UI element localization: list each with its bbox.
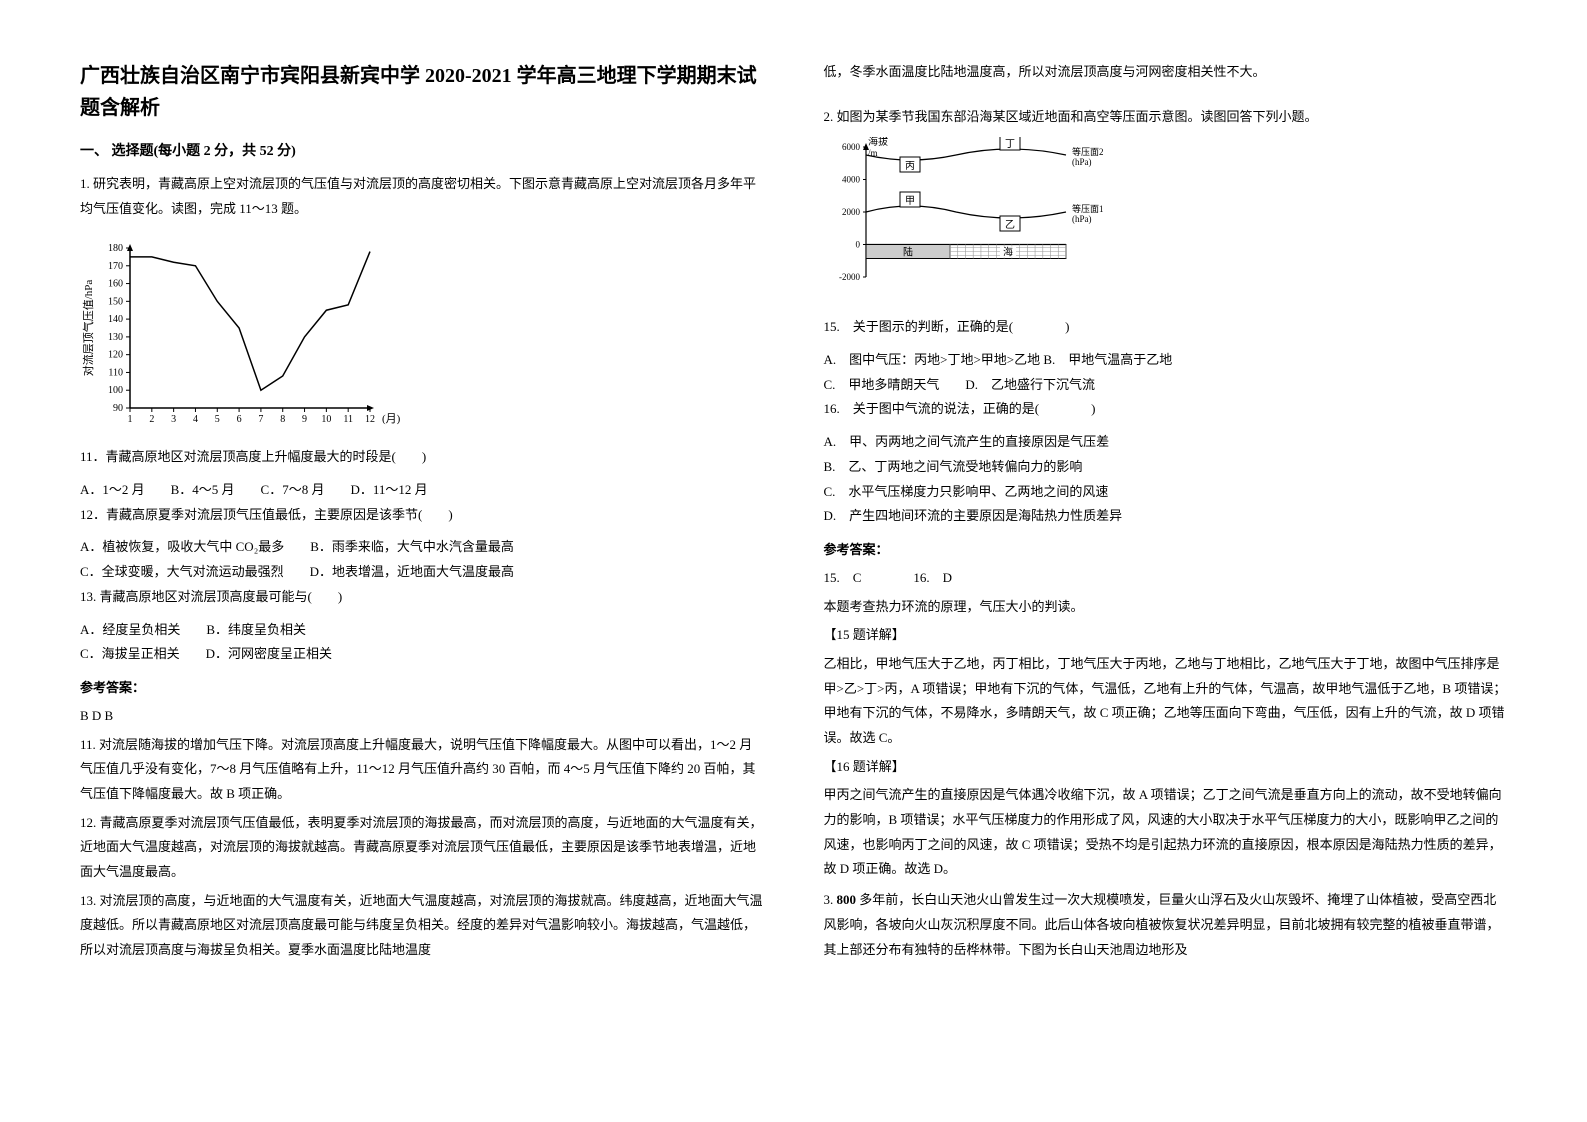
svg-text:2000: 2000 bbox=[842, 207, 861, 217]
q3-intro: 3. 800 多年前，长白山天池火山曾发生过一次大规模喷发，巨量火山浮石及火山灰… bbox=[824, 888, 1508, 962]
svg-text:海: 海 bbox=[1003, 246, 1013, 259]
exp13: 13. 对流层顶的高度，与近地面的大气温度有关，近地面大气温度越高，对流层顶的海… bbox=[80, 889, 764, 963]
svg-text:6: 6 bbox=[237, 414, 242, 425]
exp16-label: 【16 题详解】 bbox=[824, 755, 1508, 780]
svg-text:10: 10 bbox=[321, 414, 331, 425]
exp15-label: 【15 题详解】 bbox=[824, 623, 1508, 648]
q13-opt-b: C．海拔呈正相关 D．河网密度呈正相关 bbox=[80, 642, 764, 667]
svg-text:(月): (月) bbox=[382, 413, 400, 425]
exp15-text: 乙相比，甲地气压大于乙地，丙丁相比，丁地气压大于丙地，乙地与丁地相比，乙地气压大… bbox=[824, 656, 1507, 745]
svg-text:(hPa): (hPa) bbox=[1072, 214, 1092, 224]
svg-text:170: 170 bbox=[108, 261, 123, 272]
svg-text:9: 9 bbox=[302, 414, 307, 425]
svg-text:180: 180 bbox=[108, 243, 123, 254]
svg-text:4000: 4000 bbox=[842, 175, 861, 185]
exp11: 11. 对流层随海拔的增加气压下降。对流层顶高度上升幅度最大，说明气压值下降幅度… bbox=[80, 733, 764, 807]
svg-text:12: 12 bbox=[365, 414, 375, 425]
svg-text:11: 11 bbox=[343, 414, 353, 425]
svg-text:乙: 乙 bbox=[1005, 219, 1015, 231]
q16-opt-b: B. 乙、丁两地之间气流受地转偏向力的影响 bbox=[824, 455, 1508, 480]
q15-opt-b: C. 甲地多晴朗天气 D. 乙地盛行下沉气流 bbox=[824, 373, 1508, 398]
q16-opt-d: D. 产生四地间环流的主要原因是海陆热力性质差异 bbox=[824, 504, 1508, 529]
exp12: 12. 青藏高原夏季对流层顶气压值最低，表明夏季对流层顶的海拔最高，而对流层顶的… bbox=[80, 811, 764, 885]
svg-text:海拔: 海拔 bbox=[868, 137, 888, 148]
svg-text:8: 8 bbox=[280, 414, 285, 425]
left-column: 广西壮族自治区南宁市宾阳县新宾中学 2020-2021 学年高三地理下学期期末试… bbox=[80, 60, 764, 970]
svg-text:3: 3 bbox=[171, 414, 176, 425]
exp16: 甲丙之间气流产生的直接原因是气体遇冷收缩下沉，故 A 项错误；乙丁之间气流是垂直… bbox=[824, 783, 1508, 882]
svg-text:7: 7 bbox=[258, 414, 263, 425]
svg-text:甲: 甲 bbox=[905, 196, 915, 207]
q15-opt-a: A. 图中气压：丙地>丁地>甲地>乙地 B. 甲地气温高于乙地 bbox=[824, 348, 1508, 373]
right-column: 低，冬季水面温度比陆地温度高，所以对流层顶高度与河网密度相关性不大。 2. 如图… bbox=[824, 60, 1508, 970]
svg-text:等压面2: 等压面2 bbox=[1072, 146, 1104, 157]
svg-text:120: 120 bbox=[108, 350, 123, 361]
q3-leading: 3. bbox=[824, 892, 837, 907]
answer-1: B D B bbox=[80, 704, 764, 729]
answer-label-2: 参考答案： bbox=[824, 539, 1508, 558]
exp15: 乙相比，甲地气压大于乙地，丙丁相比，丁地气压大于丙地，乙地与丁地相比，乙地气压大… bbox=[824, 652, 1508, 751]
q12-opt-b: C．全球变暖，大气对流运动最强烈 D．地表增温，近地面大气温度最高 bbox=[80, 560, 764, 585]
svg-text:5: 5 bbox=[215, 414, 220, 425]
svg-text:等压面1: 等压面1 bbox=[1072, 203, 1104, 214]
q12-opt-a: A．植被恢复，吸收大气中 CO₂最多 B．雨季来临，大气中水汽含量最高 bbox=[80, 535, 764, 560]
svg-text:130: 130 bbox=[108, 332, 123, 343]
svg-text:2: 2 bbox=[149, 414, 154, 425]
q2-intro: 2. 如图为某季节我国东部沿海某区域近地面和高空等压面示意图。读图回答下列小题。 bbox=[824, 105, 1508, 130]
diagram2-svg: -20000200040006000海拔/m陆海甲乙丙丁等压面1(hPa)等压面… bbox=[824, 137, 1164, 307]
svg-text:1: 1 bbox=[128, 414, 133, 425]
svg-text:140: 140 bbox=[108, 314, 123, 325]
q16-opt-a: A. 甲、丙两地之间气流产生的直接原因是气压差 bbox=[824, 430, 1508, 455]
answer-label-1: 参考答案： bbox=[80, 677, 764, 696]
q16-opt-c: C. 水平气压梯度力只影响甲、乙两地之间的风速 bbox=[824, 480, 1508, 505]
svg-text:丙: 丙 bbox=[905, 161, 915, 172]
svg-text:100: 100 bbox=[108, 386, 123, 397]
chart1-container: 9010011012013014015016017018012345678910… bbox=[80, 233, 764, 433]
q13: 13. 青藏高原地区对流层顶高度最可能与( ) bbox=[80, 585, 764, 610]
svg-text:160: 160 bbox=[108, 279, 123, 290]
q13-opt-a: A．经度呈负相关 B．纬度呈负相关 bbox=[80, 618, 764, 643]
q16: 16. 关于图中气流的说法，正确的是( ) bbox=[824, 397, 1508, 422]
q1-intro: 1. 研究表明，青藏高原上空对流层顶的气压值与对流层顶的高度密切相关。下图示意青… bbox=[80, 172, 764, 221]
q3-rest: 多年前，长白山天池火山曾发生过一次大规模喷发，巨量火山浮石及火山灰毁坏、掩埋了山… bbox=[824, 892, 1500, 956]
chart1-svg: 9010011012013014015016017018012345678910… bbox=[80, 233, 400, 433]
document-title: 广西壮族自治区南宁市宾阳县新宾中学 2020-2021 学年高三地理下学期期末试… bbox=[80, 60, 764, 124]
q15: 15. 关于图示的判断，正确的是( ) bbox=[824, 315, 1508, 340]
answer-2-note: 本题考查热力环流的原理，气压大小的判读。 bbox=[824, 595, 1508, 620]
q12: 12．青藏高原夏季对流层顶气压值最低，主要原因是该季节( ) bbox=[80, 503, 764, 528]
svg-text:-2000: -2000 bbox=[839, 272, 860, 282]
q11-options: A．1～2 月 B．4～5 月 C．7～8 月 D．11～12 月 bbox=[80, 478, 764, 503]
svg-text:0: 0 bbox=[855, 240, 860, 250]
q11: 11．青藏高原地区对流层顶高度上升幅度最大的时段是( ) bbox=[80, 445, 764, 470]
diagram2-container: -20000200040006000海拔/m陆海甲乙丙丁等压面1(hPa)等压面… bbox=[824, 137, 1508, 307]
svg-text:4: 4 bbox=[193, 414, 198, 425]
exp13-cont: 低，冬季水面温度比陆地温度高，所以对流层顶高度与河网密度相关性不大。 bbox=[824, 60, 1508, 85]
svg-text:对流层顶气压值/hPa: 对流层顶气压值/hPa bbox=[81, 280, 95, 377]
svg-text:丁: 丁 bbox=[1005, 139, 1015, 150]
answer-2: 15. C 16. D bbox=[824, 566, 1508, 591]
section-heading: 一、 选择题(每小题 2 分，共 52 分) bbox=[80, 140, 764, 160]
svg-text:110: 110 bbox=[108, 368, 123, 379]
svg-text:陆: 陆 bbox=[903, 246, 913, 259]
svg-text:150: 150 bbox=[108, 297, 123, 308]
svg-text:90: 90 bbox=[113, 403, 123, 414]
svg-text:6000: 6000 bbox=[842, 142, 861, 152]
q3-bold: 800 bbox=[837, 892, 857, 907]
svg-text:(hPa): (hPa) bbox=[1072, 157, 1092, 167]
